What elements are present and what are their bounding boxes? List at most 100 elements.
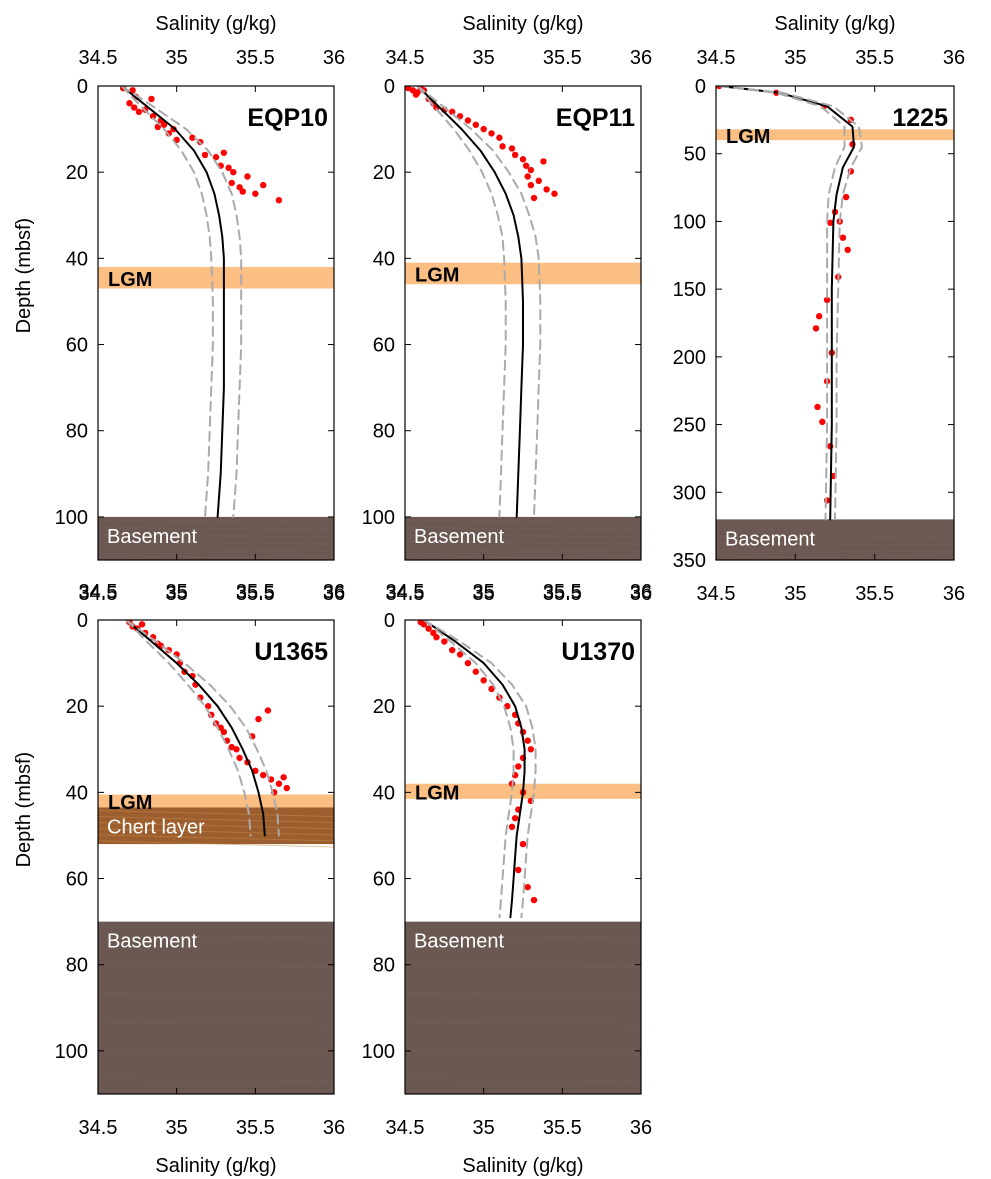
x-tick-label-top: 35 [784, 47, 806, 69]
salinity-point [842, 193, 850, 201]
site-label: 1225 [892, 104, 948, 132]
layer-texture [405, 541, 641, 545]
y-tick-label: 80 [373, 955, 395, 977]
layer-label: Basement [414, 931, 504, 953]
salinity-point [504, 702, 511, 710]
y-tick-label: 100 [673, 211, 706, 233]
x-tick-label-top: 35 [473, 581, 495, 603]
salinity-point [255, 715, 262, 723]
layer-texture [98, 527, 334, 531]
salinity-point [267, 776, 275, 783]
salinity-point [815, 313, 823, 320]
salinity-point [522, 162, 530, 169]
panel-1225: Basement LGM 1225 34.5 34.5 35 35 35.5 35.5 36 36 0… [673, 13, 966, 605]
y-tick-label: 60 [373, 869, 395, 891]
basement-layer [98, 921, 334, 1094]
layer-texture [405, 1050, 641, 1054]
model-curve [125, 620, 266, 837]
salinity-point [464, 659, 472, 667]
salinity-point [524, 883, 531, 891]
lgm-band [405, 262, 641, 285]
y-axis-title: Depth (mbsf) [13, 218, 35, 334]
layer-label: Chert layer [107, 816, 205, 838]
salinity-point [264, 707, 272, 714]
y-tick-label: 0 [695, 76, 706, 98]
y-tick-label: 0 [77, 76, 88, 98]
model-curve [120, 86, 225, 518]
x-axis-title: Salinity (g/kg) [155, 13, 276, 35]
salinity-point [524, 173, 531, 180]
uncertainty-curve [718, 86, 863, 521]
layer-texture [98, 520, 334, 523]
salinity-point [472, 121, 479, 128]
x-axis-title: Salinity (g/kg) [462, 13, 583, 35]
lgm-label: LGM [108, 792, 152, 814]
salinity-point [535, 177, 542, 184]
layer-texture [98, 935, 334, 939]
layer-texture [405, 555, 641, 559]
salinity-point [511, 151, 519, 159]
panel-u1370: Basement LGM U1370 34.5 34.5 35 35 35.5 35.5 36 36… [362, 581, 653, 1177]
uncertainty-curve [120, 86, 243, 518]
layer-texture [405, 1021, 641, 1025]
salinity-point [456, 651, 464, 658]
x-tick-label-top: 36 [323, 47, 345, 69]
salinity-point [844, 246, 851, 254]
x-axis-title: Salinity (g/kg) [462, 1155, 583, 1177]
uncertainty-curve [416, 86, 507, 518]
salinity-point [508, 823, 516, 831]
salinity-point [275, 780, 283, 787]
salinity-point [283, 784, 290, 792]
uncertainty-curve [416, 86, 542, 518]
salinity-point [814, 403, 821, 411]
layer-texture [405, 935, 641, 939]
layer-label: Basement [414, 526, 504, 548]
y-tick-label: 0 [77, 610, 88, 632]
salinity-point [236, 754, 243, 762]
salinity-point [496, 134, 503, 141]
x-tick-label-bottom: 34.5 [697, 583, 736, 605]
layer-texture [98, 840, 334, 848]
salinity-point [827, 443, 834, 450]
salinity-point [204, 702, 212, 710]
x-tick-label-bottom: 34.5 [79, 583, 118, 605]
x-tick-label-bottom: 36 [943, 583, 965, 605]
salinity-point [260, 771, 267, 779]
y-tick-label: 60 [66, 335, 88, 357]
x-tick-label-top: 35.5 [236, 47, 275, 69]
layer-texture [98, 534, 334, 538]
basement-layer [405, 516, 641, 560]
salinity-point [508, 145, 516, 152]
layer-texture [98, 541, 334, 545]
uncertainty-curve [422, 620, 515, 919]
x-tick-label-bottom: 35.5 [543, 583, 582, 605]
x-tick-label-top: 35.5 [543, 47, 582, 69]
layer-texture [98, 548, 334, 552]
y-tick-label: 80 [373, 421, 395, 443]
salinity-point [160, 121, 168, 128]
salinity-point [488, 685, 495, 693]
model-curve [718, 86, 855, 521]
salinity-point [480, 677, 487, 684]
y-tick-label: 20 [66, 162, 88, 184]
layer-texture [98, 828, 334, 836]
x-tick-label-bottom: 36 [323, 1117, 345, 1139]
salinity-point [449, 646, 456, 654]
x-tick-label-top: 35 [166, 581, 188, 603]
salinity-point [527, 746, 535, 753]
layer-texture [98, 964, 334, 968]
layer-label: Basement [107, 931, 197, 953]
salinity-point [252, 190, 259, 197]
site-label: EQP10 [247, 104, 328, 132]
layer-texture [98, 1079, 334, 1083]
x-tick-label-bottom: 35.5 [543, 1117, 582, 1139]
x-tick-label-bottom: 35.5 [236, 583, 275, 605]
panel-eqp10: Basement LGM EQP10 34.5 34.5 35 35 35.5 35.5 36 36… [13, 13, 345, 605]
y-tick-label: 200 [673, 347, 706, 369]
salinity-point [228, 179, 235, 187]
layer-texture [716, 542, 954, 546]
x-tick-label-bottom: 35 [784, 583, 806, 605]
x-tick-label-top: 35 [166, 47, 188, 69]
basement-layer [716, 519, 954, 560]
